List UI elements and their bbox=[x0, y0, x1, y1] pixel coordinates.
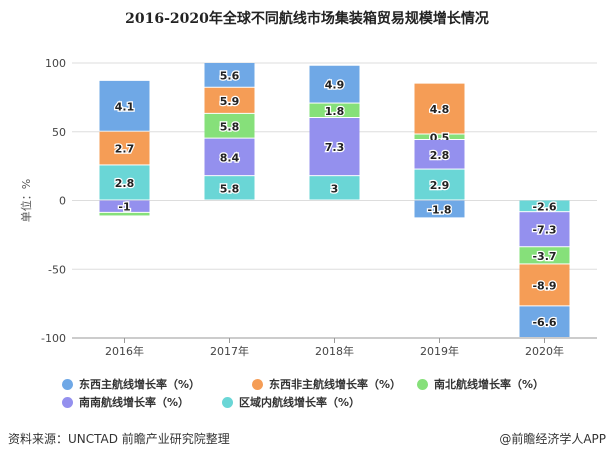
bar-segment bbox=[414, 83, 465, 134]
bar-segment bbox=[519, 247, 570, 264]
legend-swatch-icon bbox=[222, 396, 233, 408]
bar-segment bbox=[99, 80, 150, 131]
data-label: -7.3 bbox=[532, 224, 556, 237]
data-label: 5.8 bbox=[220, 182, 240, 195]
bar-segment bbox=[519, 306, 570, 337]
data-label: 5.6 bbox=[220, 69, 240, 82]
data-label: 5.9 bbox=[220, 95, 240, 108]
legend-label: 南北航线增长率（%） bbox=[434, 378, 545, 391]
data-label: 4.8 bbox=[430, 103, 450, 116]
legend-swatch-icon bbox=[62, 378, 73, 390]
legend-label: 东西主航线增长率（%） bbox=[79, 378, 201, 391]
y-tick-label: -50 bbox=[48, 263, 66, 276]
data-label: 8.4 bbox=[220, 151, 240, 164]
legend-label: 东西非主航线增长率（%） bbox=[269, 378, 402, 391]
legend-label: 南南航线增长率（%） bbox=[79, 396, 190, 409]
data-label: 4.9 bbox=[325, 79, 345, 92]
legend-item[interactable]: 南南航线增长率（%） bbox=[62, 394, 189, 410]
y-tick-label: -100 bbox=[41, 332, 66, 345]
data-label: 2.7 bbox=[115, 143, 135, 156]
bar-segment bbox=[99, 131, 150, 165]
data-label: 7.3 bbox=[325, 141, 345, 154]
brand-label: @前瞻经济学人APP bbox=[499, 432, 606, 446]
bar-segment bbox=[414, 200, 465, 218]
legend-item[interactable]: 南北航线增长率（%） bbox=[417, 376, 544, 392]
data-label: -2.6 bbox=[532, 200, 556, 213]
data-label: 5.8 bbox=[220, 120, 240, 133]
bar-segment bbox=[414, 134, 465, 139]
data-label: -6.6 bbox=[532, 316, 556, 329]
x-tick-label: 2016年 bbox=[105, 344, 144, 358]
bar-segment bbox=[309, 176, 360, 200]
y-tick-label: 0 bbox=[59, 195, 66, 208]
legend-swatch-icon bbox=[62, 396, 73, 408]
y-tick-label: 100 bbox=[45, 57, 66, 70]
legend-item[interactable]: 区域内航线增长率（%） bbox=[222, 394, 360, 410]
bar-segment bbox=[204, 176, 255, 200]
chart-title: 2016-2020年全球不同航线市场集装箱贸易规模增长情况 bbox=[125, 11, 489, 27]
data-label: 3 bbox=[331, 182, 339, 195]
bar-segment bbox=[204, 113, 255, 138]
data-label: -1 bbox=[118, 201, 130, 214]
bar-segment bbox=[204, 138, 255, 176]
stacked-bar-chart: 100 50 0 -50 -100 单位：% 2016年 4.1 2.7 -1 2.8 2017年 5.… bbox=[19, 57, 597, 358]
bar-segment bbox=[309, 65, 360, 103]
x-tick-label: 2017年 bbox=[210, 344, 249, 358]
x-tick-label: 2019年 bbox=[420, 344, 459, 358]
bar-segment bbox=[99, 200, 150, 212]
data-label: -8.9 bbox=[532, 279, 556, 292]
bar-segment bbox=[99, 165, 150, 200]
data-label: 2.9 bbox=[430, 179, 450, 192]
bar-segment bbox=[204, 63, 255, 87]
bar-segment bbox=[99, 212, 150, 216]
data-label: 1.8 bbox=[325, 105, 345, 118]
legend-swatch-icon bbox=[252, 378, 263, 390]
bar-segment bbox=[309, 103, 360, 117]
data-label: -1.8 bbox=[427, 203, 451, 216]
legend-item[interactable]: 东西主航线增长率（%） bbox=[62, 376, 200, 392]
bar-segment bbox=[414, 169, 465, 200]
data-label: 2.8 bbox=[430, 149, 450, 162]
bar-segment bbox=[519, 212, 570, 247]
data-label: 4.1 bbox=[115, 100, 135, 113]
data-label: 2.8 bbox=[115, 177, 135, 190]
y-axis-label: 单位：% bbox=[19, 179, 33, 222]
legend-label: 区域内航线增长率（%） bbox=[239, 396, 361, 409]
source-note: 资料来源：UNCTAD 前瞻产业研究院整理 bbox=[8, 432, 230, 446]
bar-segment bbox=[414, 140, 465, 169]
bar-segment bbox=[309, 118, 360, 176]
bar-segment bbox=[519, 264, 570, 306]
x-tick-label: 2018年 bbox=[315, 344, 354, 358]
x-tick-label: 2020年 bbox=[525, 344, 564, 358]
legend-item[interactable]: 东西非主航线增长率（%） bbox=[252, 376, 401, 392]
y-tick-label: 50 bbox=[52, 126, 66, 139]
data-label: -3.7 bbox=[532, 250, 556, 263]
bar-segment bbox=[204, 87, 255, 113]
legend-swatch-icon bbox=[417, 378, 428, 390]
bar-segment bbox=[519, 200, 570, 212]
